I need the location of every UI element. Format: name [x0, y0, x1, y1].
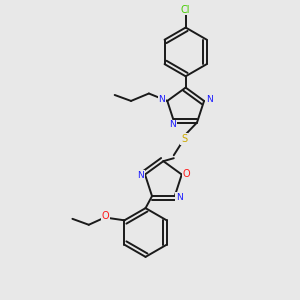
- Text: N: N: [137, 171, 144, 180]
- Text: N: N: [159, 95, 165, 104]
- Text: O: O: [102, 211, 110, 221]
- Text: Cl: Cl: [181, 5, 190, 15]
- Text: O: O: [182, 169, 190, 178]
- Text: N: N: [206, 95, 213, 104]
- Text: S: S: [181, 134, 187, 144]
- Text: N: N: [169, 120, 176, 129]
- Text: N: N: [176, 193, 183, 202]
